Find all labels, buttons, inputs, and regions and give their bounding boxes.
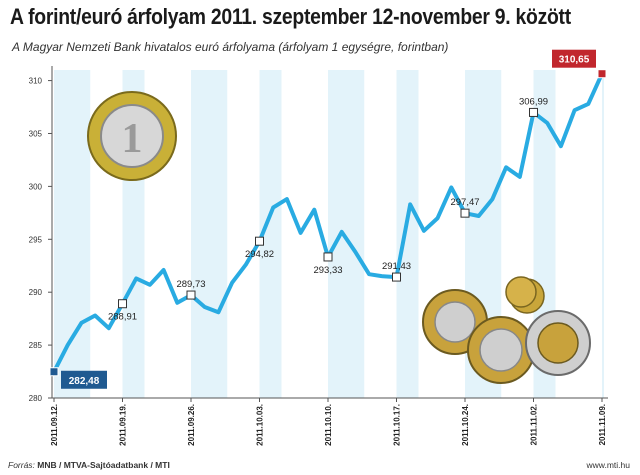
x-tick-label: 2011.09.19. <box>119 404 128 446</box>
data-label: 306,99 <box>519 96 548 107</box>
y-tick-label: 305 <box>29 129 43 138</box>
data-label: 297,47 <box>450 197 479 208</box>
end-label-box <box>552 49 596 68</box>
y-tick-label: 300 <box>29 182 43 191</box>
week-band <box>396 70 419 398</box>
y-tick-label: 280 <box>29 394 43 403</box>
data-marker-end <box>597 69 607 79</box>
x-tick-label: 2011.10.10. <box>324 404 333 446</box>
y-tick-label: 285 <box>29 341 43 350</box>
source-text: MNB / MTVA-Sajtóadatbank / MTI <box>37 460 170 470</box>
data-marker-start <box>49 367 59 377</box>
x-tick-label: 2011.09.12. <box>50 404 59 446</box>
data-marker <box>529 107 538 117</box>
week-band <box>259 70 282 398</box>
week-band <box>191 70 228 398</box>
x-tick-label: 2011.10.17. <box>393 404 402 446</box>
source-note: Forrás: MNB / MTVA-Sajtóadatbank / MTI <box>8 460 170 470</box>
y-tick-label: 295 <box>29 235 43 244</box>
data-marker <box>460 208 470 218</box>
start-label-box <box>61 370 107 389</box>
week-band <box>328 70 365 398</box>
data-label: 293,33 <box>313 265 342 276</box>
data-label: 289,73 <box>176 279 205 290</box>
data-label-start: 282,48 <box>69 376 100 387</box>
data-marker <box>118 299 127 309</box>
y-tick-label: 290 <box>29 288 43 297</box>
data-marker <box>323 252 333 262</box>
x-tick-label: 2011.11.02. <box>530 404 539 445</box>
chart-title: A forint/euró árfolyam 2011. szeptember … <box>10 4 571 29</box>
data-marker <box>186 290 196 300</box>
week-band <box>54 70 91 398</box>
x-tick-label: 2011.09.26. <box>187 404 196 446</box>
svg-text:1: 1 <box>122 116 143 162</box>
chart-subtitle: A Magyar Nemzeti Bank hivatalos euró árf… <box>12 40 449 54</box>
y-tick-label: 310 <box>29 77 43 86</box>
x-tick-label: 2011.11.09. <box>598 404 607 445</box>
data-marker <box>255 236 264 246</box>
data-label: 291,43 <box>382 261 411 272</box>
euro-coin-illustration: 1 <box>87 91 177 181</box>
data-label-end: 310,65 <box>559 55 590 66</box>
data-label: 294,82 <box>245 249 274 260</box>
x-tick-label: 2011.10.03. <box>256 404 265 446</box>
data-label: 288,91 <box>108 312 137 323</box>
source-prefix: Forrás: <box>8 460 38 470</box>
forint-coins-illustration <box>422 276 591 384</box>
site-link: www.mti.hu <box>586 460 630 470</box>
week-band <box>602 70 604 398</box>
data-marker <box>392 272 401 282</box>
x-tick-label: 2011.10.24. <box>461 404 470 446</box>
